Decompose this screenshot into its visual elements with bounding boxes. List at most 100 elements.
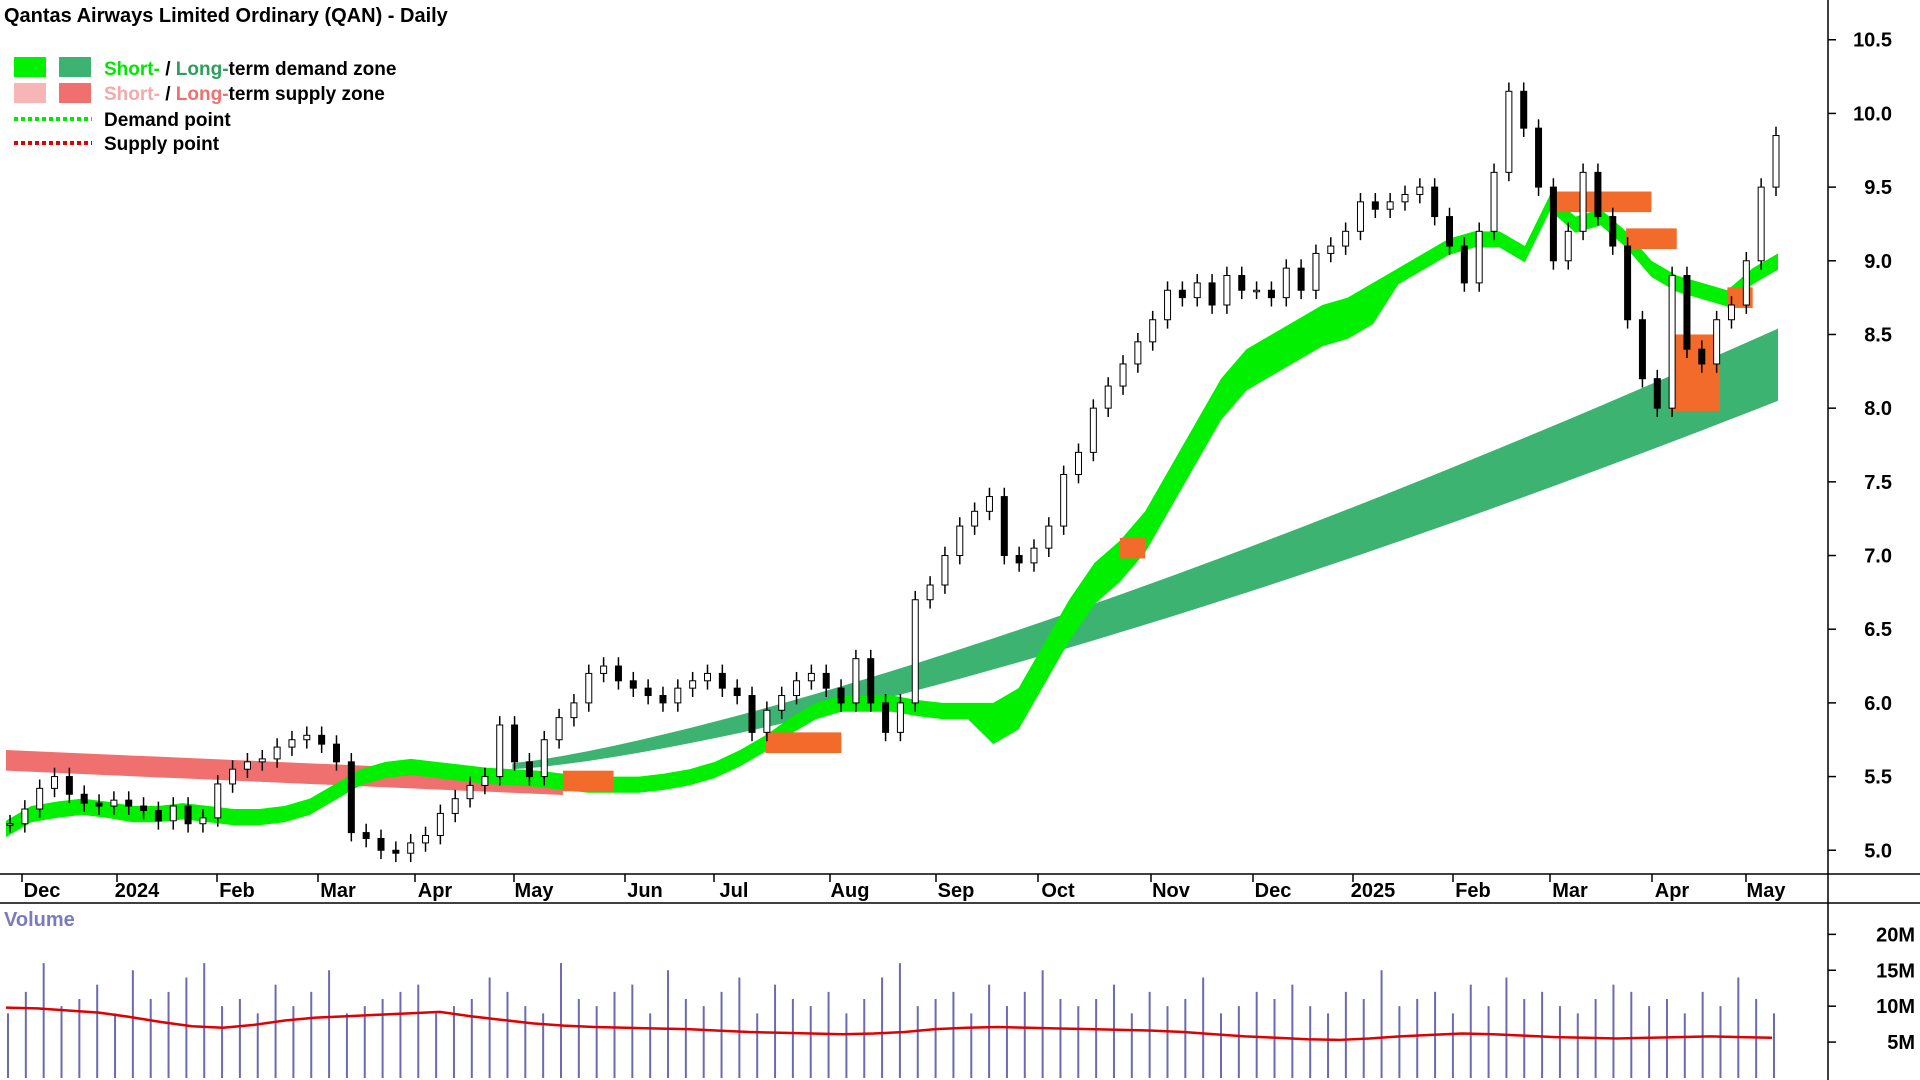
candle-body [911, 599, 919, 704]
candle-body [1579, 171, 1587, 232]
candle-body [1460, 245, 1468, 284]
legend: Short- / Long-term demand zone Short- / … [14, 57, 396, 155]
candle-body [1386, 201, 1394, 210]
candle-body [184, 805, 192, 825]
candle-body [1045, 525, 1053, 549]
candle-body [1089, 407, 1097, 453]
price-tick-label: 9.0 [1864, 251, 1892, 273]
long-term-supply-zone [6, 750, 563, 795]
candle-body [110, 799, 118, 807]
supply-point-zone [765, 732, 842, 753]
candle-body [1446, 216, 1454, 247]
candle-body [229, 768, 237, 785]
candle-body [926, 584, 934, 601]
candle-body [1178, 289, 1186, 299]
candle-body [674, 687, 682, 704]
candle-body [392, 849, 400, 854]
volume-axis-ticks: 20M 15M 10M 5M [1828, 924, 1915, 1054]
supply-point-zone [562, 770, 614, 792]
candle-body [778, 695, 786, 711]
volume-title: Volume [4, 909, 75, 931]
candle-body [1253, 289, 1261, 293]
candle-body [496, 724, 504, 778]
candle-body [481, 776, 489, 786]
candle-body [1624, 245, 1632, 321]
candle-body [1104, 385, 1112, 409]
candle-body [362, 832, 370, 839]
volume-tick-label: 20M [1876, 924, 1915, 946]
volume-tick-label: 15M [1876, 960, 1915, 982]
candle-body [36, 787, 44, 810]
candle-body [867, 658, 875, 704]
candle-body [1342, 230, 1350, 247]
candle-body [511, 724, 519, 763]
candle-body [1757, 186, 1765, 262]
candle-body [896, 702, 904, 733]
candle-body [763, 709, 771, 733]
candle-body [1727, 304, 1735, 321]
candle-body [199, 817, 207, 825]
candle-body [718, 672, 726, 689]
candle-body [1490, 171, 1498, 232]
supply-point-zone [1119, 537, 1146, 559]
price-tick-label: 10.5 [1853, 30, 1892, 52]
candle-body [941, 555, 949, 586]
candle-body [1742, 260, 1750, 306]
candle-body [956, 525, 964, 557]
candle-body [793, 680, 801, 697]
date-tick-label: Mar [320, 880, 356, 902]
date-tick-label: Oct [1041, 880, 1075, 902]
candle-body [1698, 348, 1706, 365]
price-tick-label: 8.5 [1864, 324, 1892, 346]
date-axis-labels: Dec 2024 Feb Mar Apr May Jun Jul Aug Sep Oct Nov Dec… [21, 874, 1786, 902]
zones-layer [6, 191, 1779, 837]
candle-body [852, 658, 860, 704]
date-tick-label: Mar [1552, 880, 1588, 902]
candle-body [169, 805, 177, 822]
candle-body [1564, 230, 1572, 262]
candle-body [1075, 451, 1083, 475]
candle-body [1713, 319, 1721, 365]
short-term-demand-zone [6, 194, 1778, 837]
date-tick-label: Feb [219, 880, 255, 902]
candle-body [644, 687, 652, 697]
candle-body [1520, 90, 1528, 129]
date-tick-label: 2025 [1351, 880, 1396, 902]
price-tick-label: 5.5 [1864, 767, 1892, 789]
candle-body [422, 835, 430, 844]
legend-demand-point-label: Demand point [104, 110, 231, 131]
candle-body [1431, 186, 1439, 218]
date-tick-label: Feb [1455, 880, 1491, 902]
candle-body [1282, 267, 1290, 299]
legend-demand-short-swatch [14, 57, 46, 77]
candle-body [51, 776, 59, 789]
candle-body [1327, 245, 1335, 254]
candle-body [837, 687, 845, 704]
candle-body [1267, 289, 1275, 299]
candles-layer [6, 82, 1780, 863]
candle-body [1119, 363, 1127, 387]
candle-body [555, 717, 563, 741]
candle-body [748, 695, 756, 733]
candle-body [1015, 555, 1023, 564]
candle-body [1772, 135, 1780, 188]
candle-body [1060, 473, 1068, 527]
candle-body [689, 680, 697, 689]
legend-supply-label: Short- / Long-term supply zone [104, 84, 385, 105]
candle-body [585, 672, 593, 704]
legend-supply-short-swatch [14, 83, 46, 103]
candle-body [1149, 319, 1157, 343]
legend-supply-long-swatch [59, 83, 91, 103]
date-tick-label: Apr [418, 880, 453, 902]
candle-body [1416, 186, 1424, 195]
candle-body [659, 695, 667, 704]
candle-body [332, 743, 340, 763]
candle-body [1401, 193, 1409, 203]
candle-body [614, 665, 622, 682]
price-tick-label: 8.0 [1864, 398, 1892, 420]
chart-title: Qantas Airways Limited Ordinary (QAN) - … [4, 5, 449, 27]
candle-body [347, 761, 355, 834]
candle-body [1297, 267, 1305, 291]
date-tick-label: Dec [24, 880, 61, 902]
